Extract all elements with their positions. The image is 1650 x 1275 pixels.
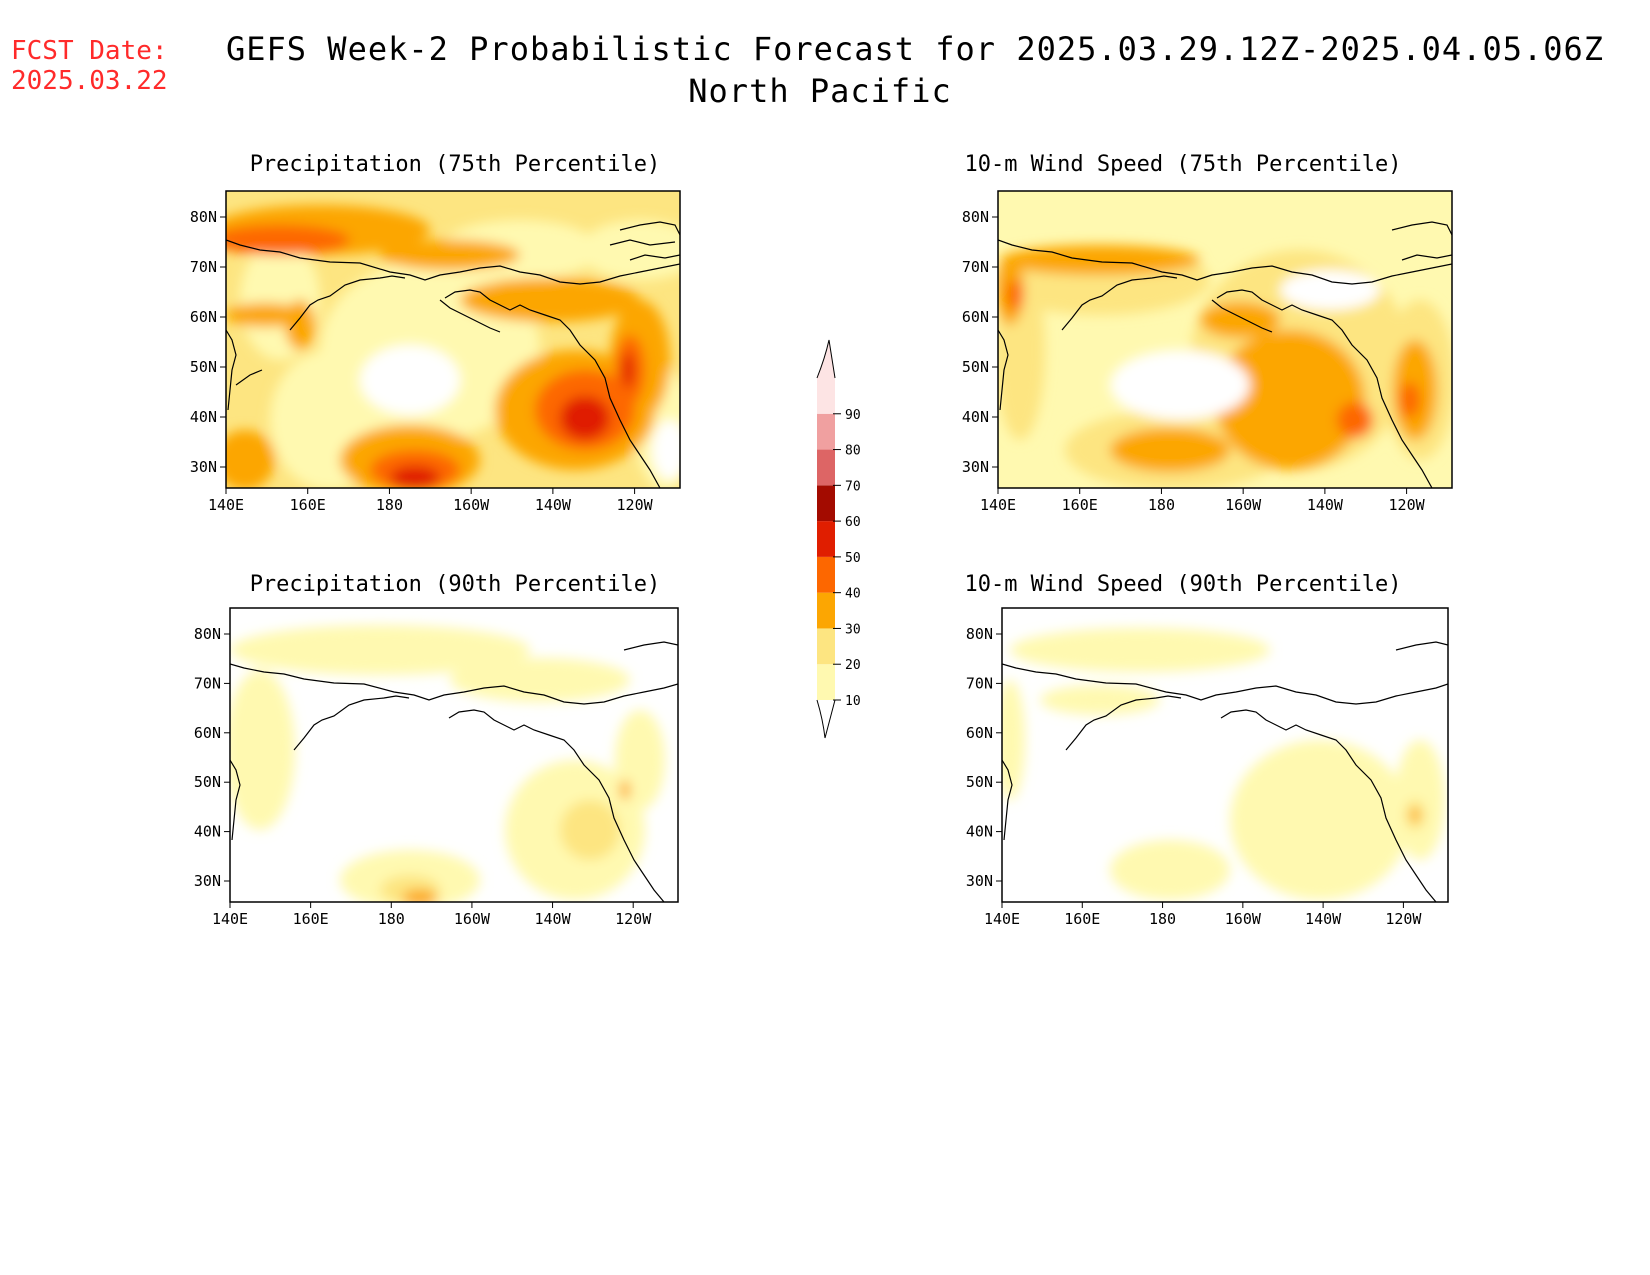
lon-tick-label: 160E [1062, 496, 1098, 514]
lon-tick-label: 180 [1149, 910, 1176, 928]
lon-tick-label: 140W [1307, 496, 1344, 514]
lon-tick-label: 160W [1225, 496, 1262, 514]
colorbar-tick-label: 50 [845, 551, 861, 566]
lat-tick-label: 50N [966, 773, 993, 791]
lat-tick-label: 70N [190, 258, 217, 276]
lon-tick-label: 140W [534, 910, 571, 928]
lon-tick-label: 140E [212, 910, 248, 928]
lat-tick-label: 40N [190, 408, 217, 426]
colorbar-tick-label: 40 [845, 587, 861, 602]
map-panel-wind90 [1001, 607, 1449, 903]
colorbar-tick-label: 30 [845, 622, 861, 637]
colorbar-swatch [817, 664, 835, 700]
lat-tick-label: 50N [190, 358, 217, 376]
lat-tick-label: 40N [194, 823, 221, 841]
lon-tick-label: 140W [1305, 910, 1342, 928]
colorbar-swatch [817, 413, 835, 450]
panel-title-wind90: 10-m Wind Speed (90th Percentile) [964, 572, 1402, 597]
lat-tick-label: 40N [962, 408, 989, 426]
lat-tick-label: 70N [962, 258, 989, 276]
lat-tick-label: 70N [966, 674, 993, 692]
colorbar-cap-top [816, 339, 836, 379]
colorbar-tick-label: 60 [845, 515, 861, 530]
lon-tick-label: 140E [980, 496, 1016, 514]
lat-tick-label: 80N [194, 625, 221, 643]
colorbar-tick-label: 20 [845, 658, 861, 673]
colorbar-tick-label: 80 [845, 444, 861, 459]
panel-title-precip75: Precipitation (75th Percentile) [249, 152, 661, 177]
lat-tick-label: 60N [962, 308, 989, 326]
lat-tick-label: 30N [194, 872, 221, 890]
lat-tick-label: 50N [194, 773, 221, 791]
main-title: GEFS Week-2 Probabilistic Forecast for 2… [225, 30, 1605, 68]
fcst-date-label: FCST Date: [11, 36, 168, 66]
lon-tick-label: 160W [454, 910, 491, 928]
lon-tick-label: 180 [376, 496, 403, 514]
axes-layer: 80N 70N 60N 50N 40N 30N 140E 160E 180 160W 140W 120… [190, 208, 1426, 928]
lon-tick-label: 160E [293, 910, 329, 928]
lat-tick-label: 80N [966, 625, 993, 643]
lon-tick-label: 120W [1385, 910, 1422, 928]
region-subtitle: North Pacific [688, 72, 952, 110]
colorbar: 10 20 30 40 50 60 70 80 90 [816, 339, 861, 739]
map-panel-precip75 [225, 190, 681, 489]
map-panel-precip90 [229, 607, 679, 903]
colorbar-swatch [817, 485, 835, 522]
lat-tick-label: 60N [190, 308, 217, 326]
panel-title-wind75: 10-m Wind Speed (75th Percentile) [964, 152, 1402, 177]
lon-tick-label: 180 [378, 910, 405, 928]
lon-tick-label: 160W [453, 496, 490, 514]
lat-tick-label: 40N [966, 823, 993, 841]
lon-tick-label: 120W [617, 496, 654, 514]
map-panel-wind75 [997, 190, 1453, 489]
colorbar-swatch [817, 592, 835, 629]
lon-tick-label: 140E [984, 910, 1020, 928]
lat-tick-label: 30N [962, 458, 989, 476]
lon-tick-label: 120W [615, 910, 652, 928]
colorbar-swatch [817, 628, 835, 665]
colorbar-tick-label: 90 [845, 408, 861, 423]
lat-tick-label: 50N [962, 358, 989, 376]
colorbar-tick-label: 10 [845, 694, 861, 709]
lat-tick-label: 60N [194, 724, 221, 742]
colorbar-swatch [817, 521, 835, 557]
lat-tick-label: 80N [190, 208, 217, 226]
lat-tick-label: 30N [190, 458, 217, 476]
lon-tick-label: 160E [290, 496, 326, 514]
panel-title-precip90: Precipitation (90th Percentile) [249, 572, 661, 597]
lon-tick-label: 140W [535, 496, 572, 514]
colorbar-swatch [817, 378, 835, 414]
colorbar-swatch [817, 556, 835, 593]
lon-tick-label: 140E [208, 496, 244, 514]
colorbar-swatch [817, 449, 835, 486]
lat-tick-label: 80N [962, 208, 989, 226]
lon-tick-label: 160E [1064, 910, 1100, 928]
lat-tick-label: 60N [966, 724, 993, 742]
lon-tick-label: 180 [1148, 496, 1175, 514]
colorbar-cap-bottom [816, 699, 836, 739]
lon-tick-label: 120W [1389, 496, 1426, 514]
lat-tick-label: 70N [194, 674, 221, 692]
lon-tick-label: 160W [1225, 910, 1262, 928]
fcst-date-value: 2025.03.22 [11, 66, 168, 96]
colorbar-tick-label: 70 [845, 479, 861, 494]
lat-tick-label: 30N [966, 872, 993, 890]
